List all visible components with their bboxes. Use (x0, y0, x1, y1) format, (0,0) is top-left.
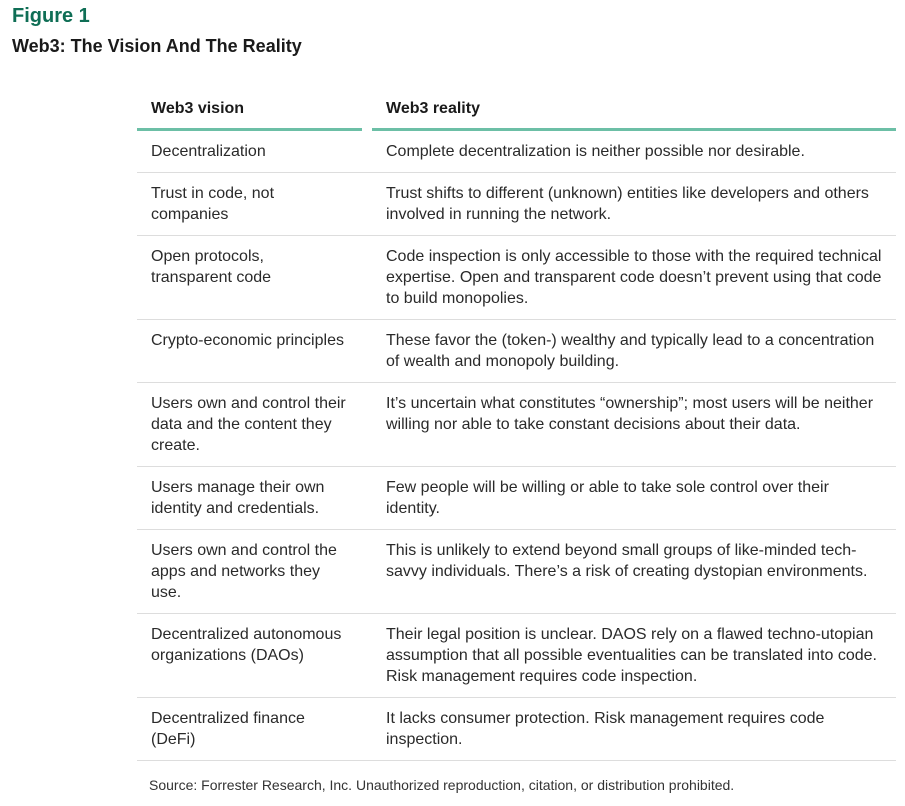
table-row: Open protocols, transparent code Code ins… (137, 236, 896, 320)
table-row: Users manage their own identity and cred… (137, 467, 896, 530)
reality-cell: It’s uncertain what constitutes “ownersh… (372, 383, 896, 467)
column-header-reality: Web3 reality (372, 96, 896, 131)
figure-title: Web3: The Vision And The Reality (12, 36, 302, 56)
column-header-vision: Web3 vision (137, 96, 362, 131)
table-row: Decentralized autonomous organizations (… (137, 614, 896, 698)
table-row: Decentralization Complete decentralizatio… (137, 131, 896, 173)
vision-cell: Trust in code, not companies (137, 173, 362, 236)
figure-label: Figure 1 (12, 5, 90, 27)
table-row: Crypto-economic principles These favor th… (137, 320, 896, 383)
reality-cell: Trust shifts to different (unknown) enti… (372, 173, 896, 236)
reality-cell: These favor the (token-) wealthy and typ… (372, 320, 896, 383)
reality-cell: Code inspection is only accessible to th… (372, 236, 896, 320)
table-row: Trust in code, not companies Trust shifts… (137, 173, 896, 236)
table-row: Users own and control their data and the… (137, 383, 896, 467)
vision-cell: Decentralization (137, 131, 362, 173)
vision-cell: Decentralized autonomous organizations (… (137, 614, 362, 698)
vision-cell: Users manage their own identity and cred… (137, 467, 362, 530)
reality-cell: This is unlikely to extend beyond small … (372, 530, 896, 614)
vision-reality-table: Web3 vision Web3 reality Decentralizatio… (137, 96, 896, 761)
source-note: Source: Forrester Research, Inc. Unautho… (149, 777, 735, 793)
vision-cell: Decentralized finance (DeFi) (137, 698, 362, 761)
reality-cell: Their legal position is unclear. DAOS re… (372, 614, 896, 698)
table-row: Decentralized finance (DeFi) It lacks con… (137, 698, 896, 761)
reality-cell: Complete decentralization is neither pos… (372, 131, 896, 173)
reality-cell: Few people will be willing or able to ta… (372, 467, 896, 530)
vision-cell: Crypto-economic principles (137, 320, 362, 383)
table-header-row: Web3 vision Web3 reality (137, 96, 896, 131)
vision-cell: Open protocols, transparent code (137, 236, 362, 320)
vision-cell: Users own and control the apps and netwo… (137, 530, 362, 614)
table-row: Users own and control the apps and netwo… (137, 530, 896, 614)
vision-cell: Users own and control their data and the… (137, 383, 362, 467)
reality-cell: It lacks consumer protection. Risk manag… (372, 698, 896, 761)
